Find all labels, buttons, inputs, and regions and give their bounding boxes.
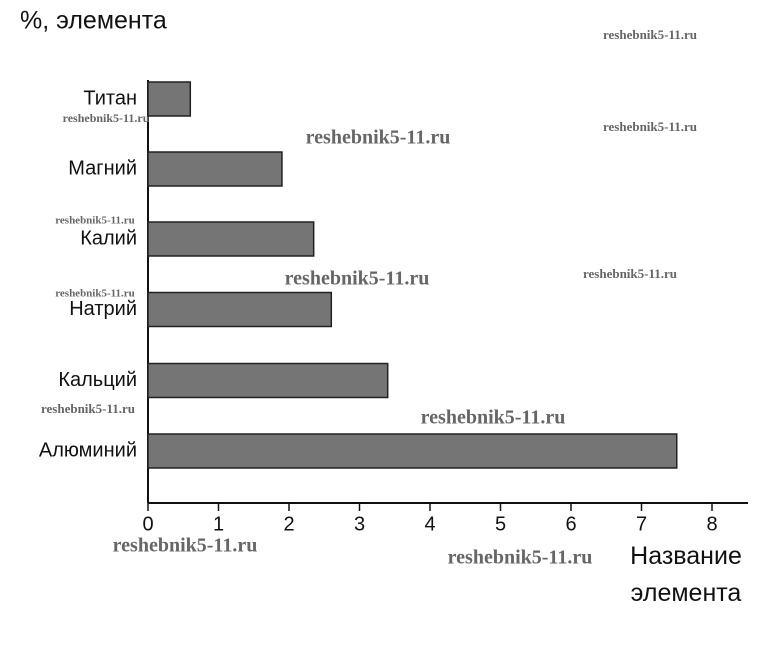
watermark: reshebnik5-11.ru xyxy=(421,407,566,429)
y-tick-label: Титан xyxy=(83,87,137,109)
bar xyxy=(147,81,192,117)
bar xyxy=(147,291,333,328)
watermark: reshebnik5-11.ru xyxy=(285,268,430,290)
watermark: reshebnik5-11.ru xyxy=(583,266,677,281)
x-tick-label: 0 xyxy=(142,513,153,535)
watermark: reshebnik5-11.ru xyxy=(63,111,150,125)
x-tick-label: 7 xyxy=(636,513,647,535)
watermark: reshebnik5-11.ru xyxy=(603,27,697,42)
bar xyxy=(147,433,678,469)
x-tick-label: 6 xyxy=(565,513,576,535)
bar xyxy=(147,151,283,187)
watermark: reshebnik5-11.ru xyxy=(603,119,697,134)
watermark: reshebnik5-11.ru xyxy=(55,288,135,300)
y-tick-label: Калий xyxy=(80,227,137,249)
y-tick-label: Натрий xyxy=(69,298,137,320)
x-tick-label: 1 xyxy=(213,513,224,535)
watermark: reshebnik5-11.ru xyxy=(113,535,258,557)
x-tick-label: 5 xyxy=(495,513,506,535)
watermark: reshebnik5-11.ru xyxy=(306,127,451,149)
x-axis-title: Название элемента xyxy=(630,542,742,607)
watermark: reshebnik5-11.ru xyxy=(448,547,593,569)
bar xyxy=(147,362,389,399)
x-tick-label: 2 xyxy=(283,513,294,535)
y-tick-label: Кальций xyxy=(58,369,137,391)
watermark: reshebnik5-11.ru xyxy=(55,215,135,227)
x-tick-label: 3 xyxy=(354,513,365,535)
x-tick-label: 4 xyxy=(424,513,435,535)
y-tick-label: Алюминий xyxy=(39,439,137,461)
x-tick-label: 8 xyxy=(706,513,717,535)
y-axis-title: %, элемента xyxy=(20,7,167,35)
bar xyxy=(147,221,315,257)
watermark: reshebnik5-11.ru xyxy=(41,401,135,416)
y-tick-label: Магний xyxy=(68,157,137,179)
